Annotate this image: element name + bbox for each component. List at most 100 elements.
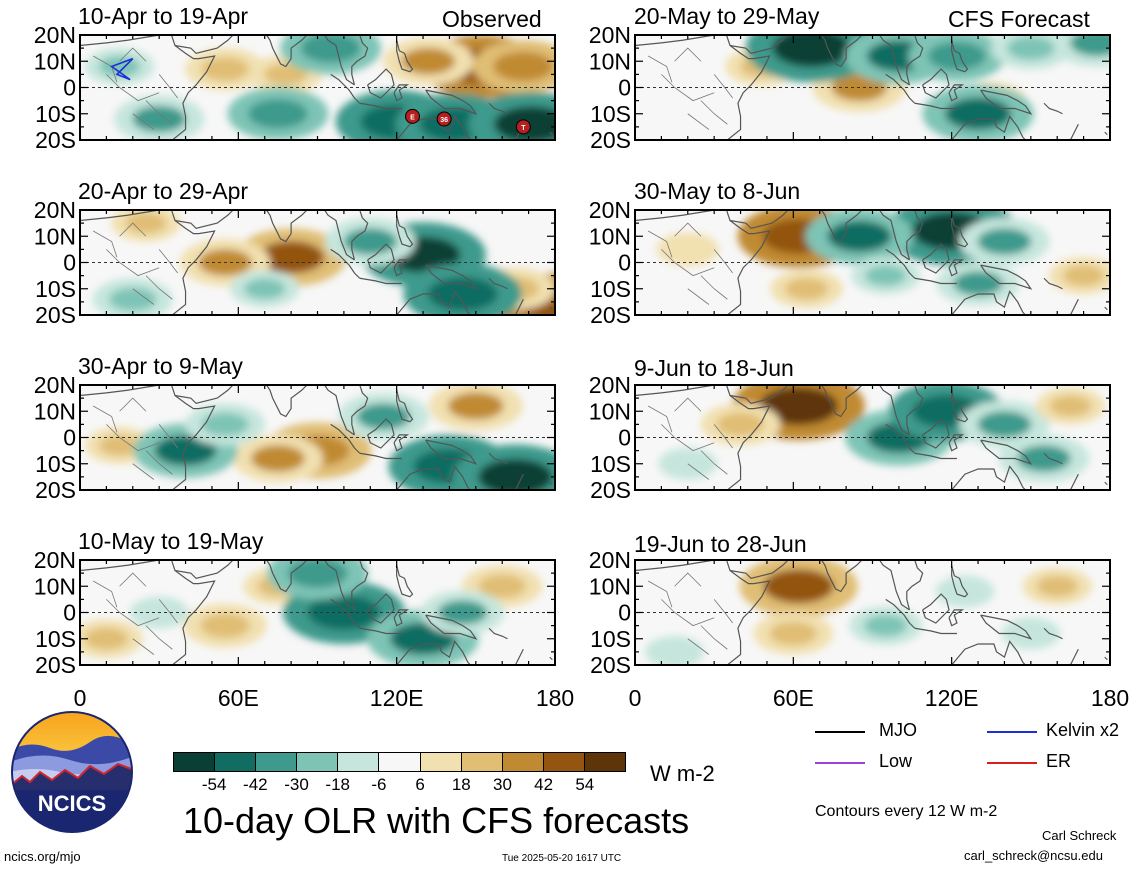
map-panel [635, 197, 1110, 315]
country-border [106, 599, 160, 627]
coastline [514, 298, 524, 315]
colorbar-label: -42 [243, 775, 268, 794]
website-link[interactable]: ncics.org/mjo [4, 849, 81, 864]
author-email[interactable]: carl_schreck@ncsu.edu [964, 848, 1103, 863]
coastline [788, 385, 910, 436]
coastline [729, 560, 789, 580]
lat-tick-label: 10N [589, 48, 631, 74]
lat-tick-label: 0 [63, 75, 76, 101]
coastline [396, 565, 414, 598]
olr-anomaly [200, 613, 250, 638]
timestamp: Tue 2025-05-20 1617 UTC [502, 853, 622, 864]
coastline [174, 560, 234, 580]
coastline [906, 385, 926, 436]
map-panel [635, 372, 1110, 490]
coastline [914, 452, 957, 460]
coastline [1069, 473, 1079, 490]
lon-tick-label: 180 [536, 685, 574, 711]
country-border [661, 424, 715, 452]
coastline [951, 215, 969, 248]
lat-tick-label: 20S [590, 477, 631, 503]
country-border [119, 397, 147, 412]
lat-tick-label: 20S [35, 652, 76, 678]
kelvin-contour [109, 57, 134, 81]
coastline [948, 259, 965, 277]
coastline [635, 35, 771, 140]
coastline [396, 465, 471, 490]
coastline [952, 197, 955, 205]
country-border [106, 74, 160, 102]
country-border [700, 275, 728, 300]
country-border [713, 599, 733, 624]
coastline [549, 306, 553, 311]
olr-anomaly [827, 220, 892, 252]
olr-anomaly [99, 435, 141, 456]
lon-tick-label: 0 [74, 685, 87, 711]
olr-anomaly [401, 48, 456, 75]
olr-anomaly [154, 435, 217, 466]
lat-tick-label: 20S [590, 652, 631, 678]
legend-label-er: ER [1046, 751, 1072, 771]
coastline [330, 248, 361, 279]
storm-marker [515, 119, 531, 135]
lat-tick-label: 20S [590, 127, 631, 153]
lon-tick-label: 120E [370, 685, 424, 711]
lat-tick-label: 20N [34, 22, 76, 48]
olr-anomaly [201, 412, 249, 437]
coastline [951, 40, 969, 73]
coastline [729, 210, 789, 230]
olr-anomaly [1013, 624, 1049, 643]
coastline [351, 35, 371, 86]
lat-tick-label: 20S [35, 302, 76, 328]
country-border [145, 100, 173, 125]
storm-marker [436, 111, 452, 127]
olr-anomaly [1007, 36, 1055, 60]
coastline [980, 614, 1033, 640]
coastline [488, 452, 508, 465]
coastline [1104, 656, 1108, 661]
legend-line-mjo [815, 731, 865, 733]
country-border [700, 100, 728, 125]
olr-anomaly [1036, 575, 1078, 597]
legend-label-low: Low [879, 751, 913, 771]
coastline [233, 35, 355, 86]
coastline [914, 102, 957, 110]
colorbar-label: -18 [325, 775, 350, 794]
olr-anomaly [84, 627, 128, 650]
olr-anomaly [494, 106, 555, 140]
olr-anomaly [251, 445, 305, 472]
olr-anomaly [763, 569, 834, 604]
olr-anomaly [716, 412, 765, 437]
coastline [1104, 481, 1108, 486]
lat-tick-label: 10S [35, 451, 76, 477]
lat-tick-label: 10S [35, 626, 76, 652]
olr-anomaly [977, 411, 1032, 438]
olr-anomaly [287, 560, 348, 588]
panel-title-fcst-3: 9-Jun to 18-Jun [634, 355, 794, 381]
olr-anomaly [784, 277, 829, 300]
olr-anomaly [258, 241, 325, 274]
olr-anomaly [772, 35, 852, 68]
coastline [729, 35, 789, 55]
coastline [980, 439, 1033, 465]
colorbar-swatch [256, 753, 298, 771]
country-border [119, 222, 147, 237]
lon-tick-label: 0 [629, 685, 642, 711]
panel-title-fcst-2: 30-May to 8-Jun [634, 178, 801, 204]
lat-tick-label: 10N [34, 398, 76, 424]
olr-anomaly [109, 287, 157, 312]
coastline [359, 102, 402, 110]
country-border [145, 275, 173, 300]
coastline [951, 640, 1026, 665]
colorbar-swatch [338, 753, 380, 771]
coastline [1069, 648, 1079, 665]
coastline [952, 372, 955, 380]
coastline [1043, 102, 1063, 115]
coastline [488, 627, 508, 640]
coastline [906, 210, 926, 261]
coastline [393, 259, 410, 277]
olr-anomaly [1070, 35, 1110, 57]
lat-tick-label: 10S [590, 626, 631, 652]
olr-anomaly [427, 276, 498, 312]
